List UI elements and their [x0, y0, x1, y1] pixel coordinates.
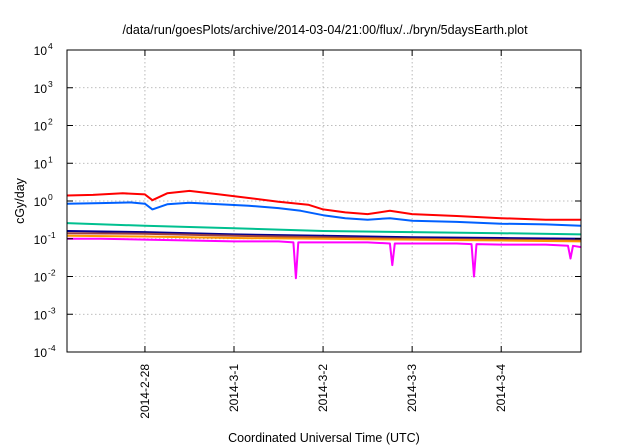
- chart-title: /data/run/goesPlots/archive/2014-03-04/2…: [122, 23, 528, 37]
- y-axis-label: cGy/day: [13, 177, 27, 224]
- y-tick-exponent: 4: [48, 41, 53, 51]
- series-line-2: [66, 201, 582, 227]
- y-tick-exponent: -1: [48, 230, 56, 240]
- y-tick-label: 10: [34, 157, 48, 171]
- y-tick-label: 10: [34, 233, 48, 247]
- y-tick-label: 10: [34, 82, 48, 96]
- y-tick-exponent: -2: [48, 268, 56, 278]
- y-tick-exponent: 2: [48, 117, 53, 127]
- x-tick-label: 2014-2-28: [138, 364, 152, 419]
- series-line-6: [66, 234, 582, 243]
- ticks: [67, 49, 581, 353]
- y-tick-exponent: 3: [48, 79, 53, 89]
- y-tick-exponent: 1: [48, 154, 53, 164]
- y-tick-exponent: 0: [48, 192, 53, 202]
- y-tick-exponent: -3: [48, 305, 56, 315]
- y-tick-label: 10: [34, 120, 48, 134]
- series-line-3: [66, 222, 582, 236]
- series-line-4: [66, 230, 582, 240]
- y-tick-label: 10: [34, 195, 48, 209]
- y-tick-exponent: -4: [48, 343, 56, 353]
- x-tick-label: 2014-3-2: [316, 364, 330, 412]
- y-tick-label: 10: [34, 44, 48, 58]
- series-line-1: [66, 189, 581, 221]
- x-tick-label: 2014-3-1: [227, 364, 241, 412]
- y-tick-label: 10: [34, 271, 48, 285]
- y-tick-label: 10: [34, 308, 48, 322]
- x-axis-label: Coordinated Universal Time (UTC): [228, 431, 420, 445]
- grid: [67, 50, 581, 352]
- x-tick-label: 2014-3-4: [494, 364, 508, 412]
- x-tick-labels: 2014-2-28 2014-3-1 2014-3-2 2014-3-3 2014-3-…: [138, 364, 508, 419]
- y-tick-label: 10: [34, 346, 48, 360]
- x-tick-label: 2014-3-3: [405, 364, 419, 412]
- series-line-7: [67, 237, 582, 280]
- series-group: [66, 189, 582, 280]
